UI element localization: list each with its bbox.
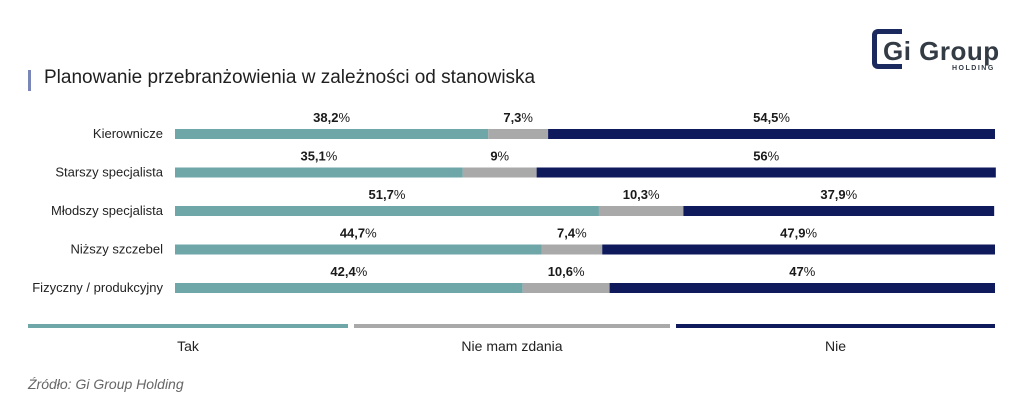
- gi-group-logo: Gi Group HOLDING: [870, 27, 1000, 75]
- legend-item: Nie: [676, 324, 995, 354]
- legend-label: Tak: [177, 338, 199, 354]
- logo-text: Gi Group: [883, 36, 1000, 66]
- logo-frame-icon: [872, 29, 902, 69]
- bar-segment: [462, 167, 537, 178]
- category-label: Kierownicze: [93, 126, 163, 141]
- bar-segment: [175, 129, 489, 139]
- data-label: 42,4%: [330, 264, 367, 279]
- stacked-bar-chart: Kierownicze 38,2% 7,3% 54,5% Starszy specjal…: [32, 110, 996, 295]
- data-label: 9%: [490, 149, 509, 164]
- category-label: Niższy szczebel: [71, 242, 164, 257]
- data-label: 47,9%: [780, 226, 817, 241]
- category-label: Starszy specjalista: [55, 165, 163, 180]
- bar-segment: [175, 167, 463, 178]
- data-label: 7,4%: [557, 226, 587, 241]
- data-label: 10,6%: [548, 264, 585, 279]
- category-label: Młodszy specjalista: [51, 203, 164, 218]
- bar-segment: [488, 129, 549, 139]
- category-label: Fizyczny / produkcyjny: [32, 280, 163, 295]
- bar-segment: [609, 283, 995, 293]
- data-label: 56%: [753, 149, 779, 164]
- data-label: 38,2%: [313, 110, 350, 125]
- bar-segment: [541, 244, 603, 255]
- bar-segment: [683, 206, 995, 216]
- source-note: Źródło: Gi Group Holding: [28, 376, 184, 392]
- data-label: 35,1%: [300, 149, 337, 164]
- data-label: 44,7%: [340, 226, 377, 241]
- legend-swatch: [676, 324, 995, 328]
- legend-item: Tak: [28, 324, 348, 354]
- data-label: 47%: [789, 264, 815, 279]
- data-label: 10,3%: [623, 187, 660, 202]
- data-label: 37,9%: [820, 187, 857, 202]
- bar-segment: [175, 283, 523, 293]
- legend-item: Nie mam zdania: [354, 324, 670, 354]
- data-label: 54,5%: [753, 110, 790, 125]
- bar-segment: [598, 206, 684, 216]
- bar-segment: [175, 244, 542, 255]
- bar-segment: [175, 206, 599, 216]
- legend-swatch: [28, 324, 348, 328]
- data-label: 7,3%: [503, 110, 533, 125]
- title-accent-bar: [28, 70, 31, 91]
- chart-title: Planowanie przebranżowienia w zależności…: [44, 67, 536, 88]
- logo-subtext: HOLDING: [952, 65, 995, 72]
- data-label: 51,7%: [369, 187, 406, 202]
- legend-swatch: [354, 324, 670, 328]
- bar-segment: [548, 129, 995, 139]
- legend-label: Nie mam zdania: [461, 338, 563, 354]
- legend-label: Nie: [824, 338, 846, 354]
- bar-segment: [602, 244, 995, 255]
- bar-segment: [536, 167, 996, 178]
- bar-segment: [522, 283, 610, 293]
